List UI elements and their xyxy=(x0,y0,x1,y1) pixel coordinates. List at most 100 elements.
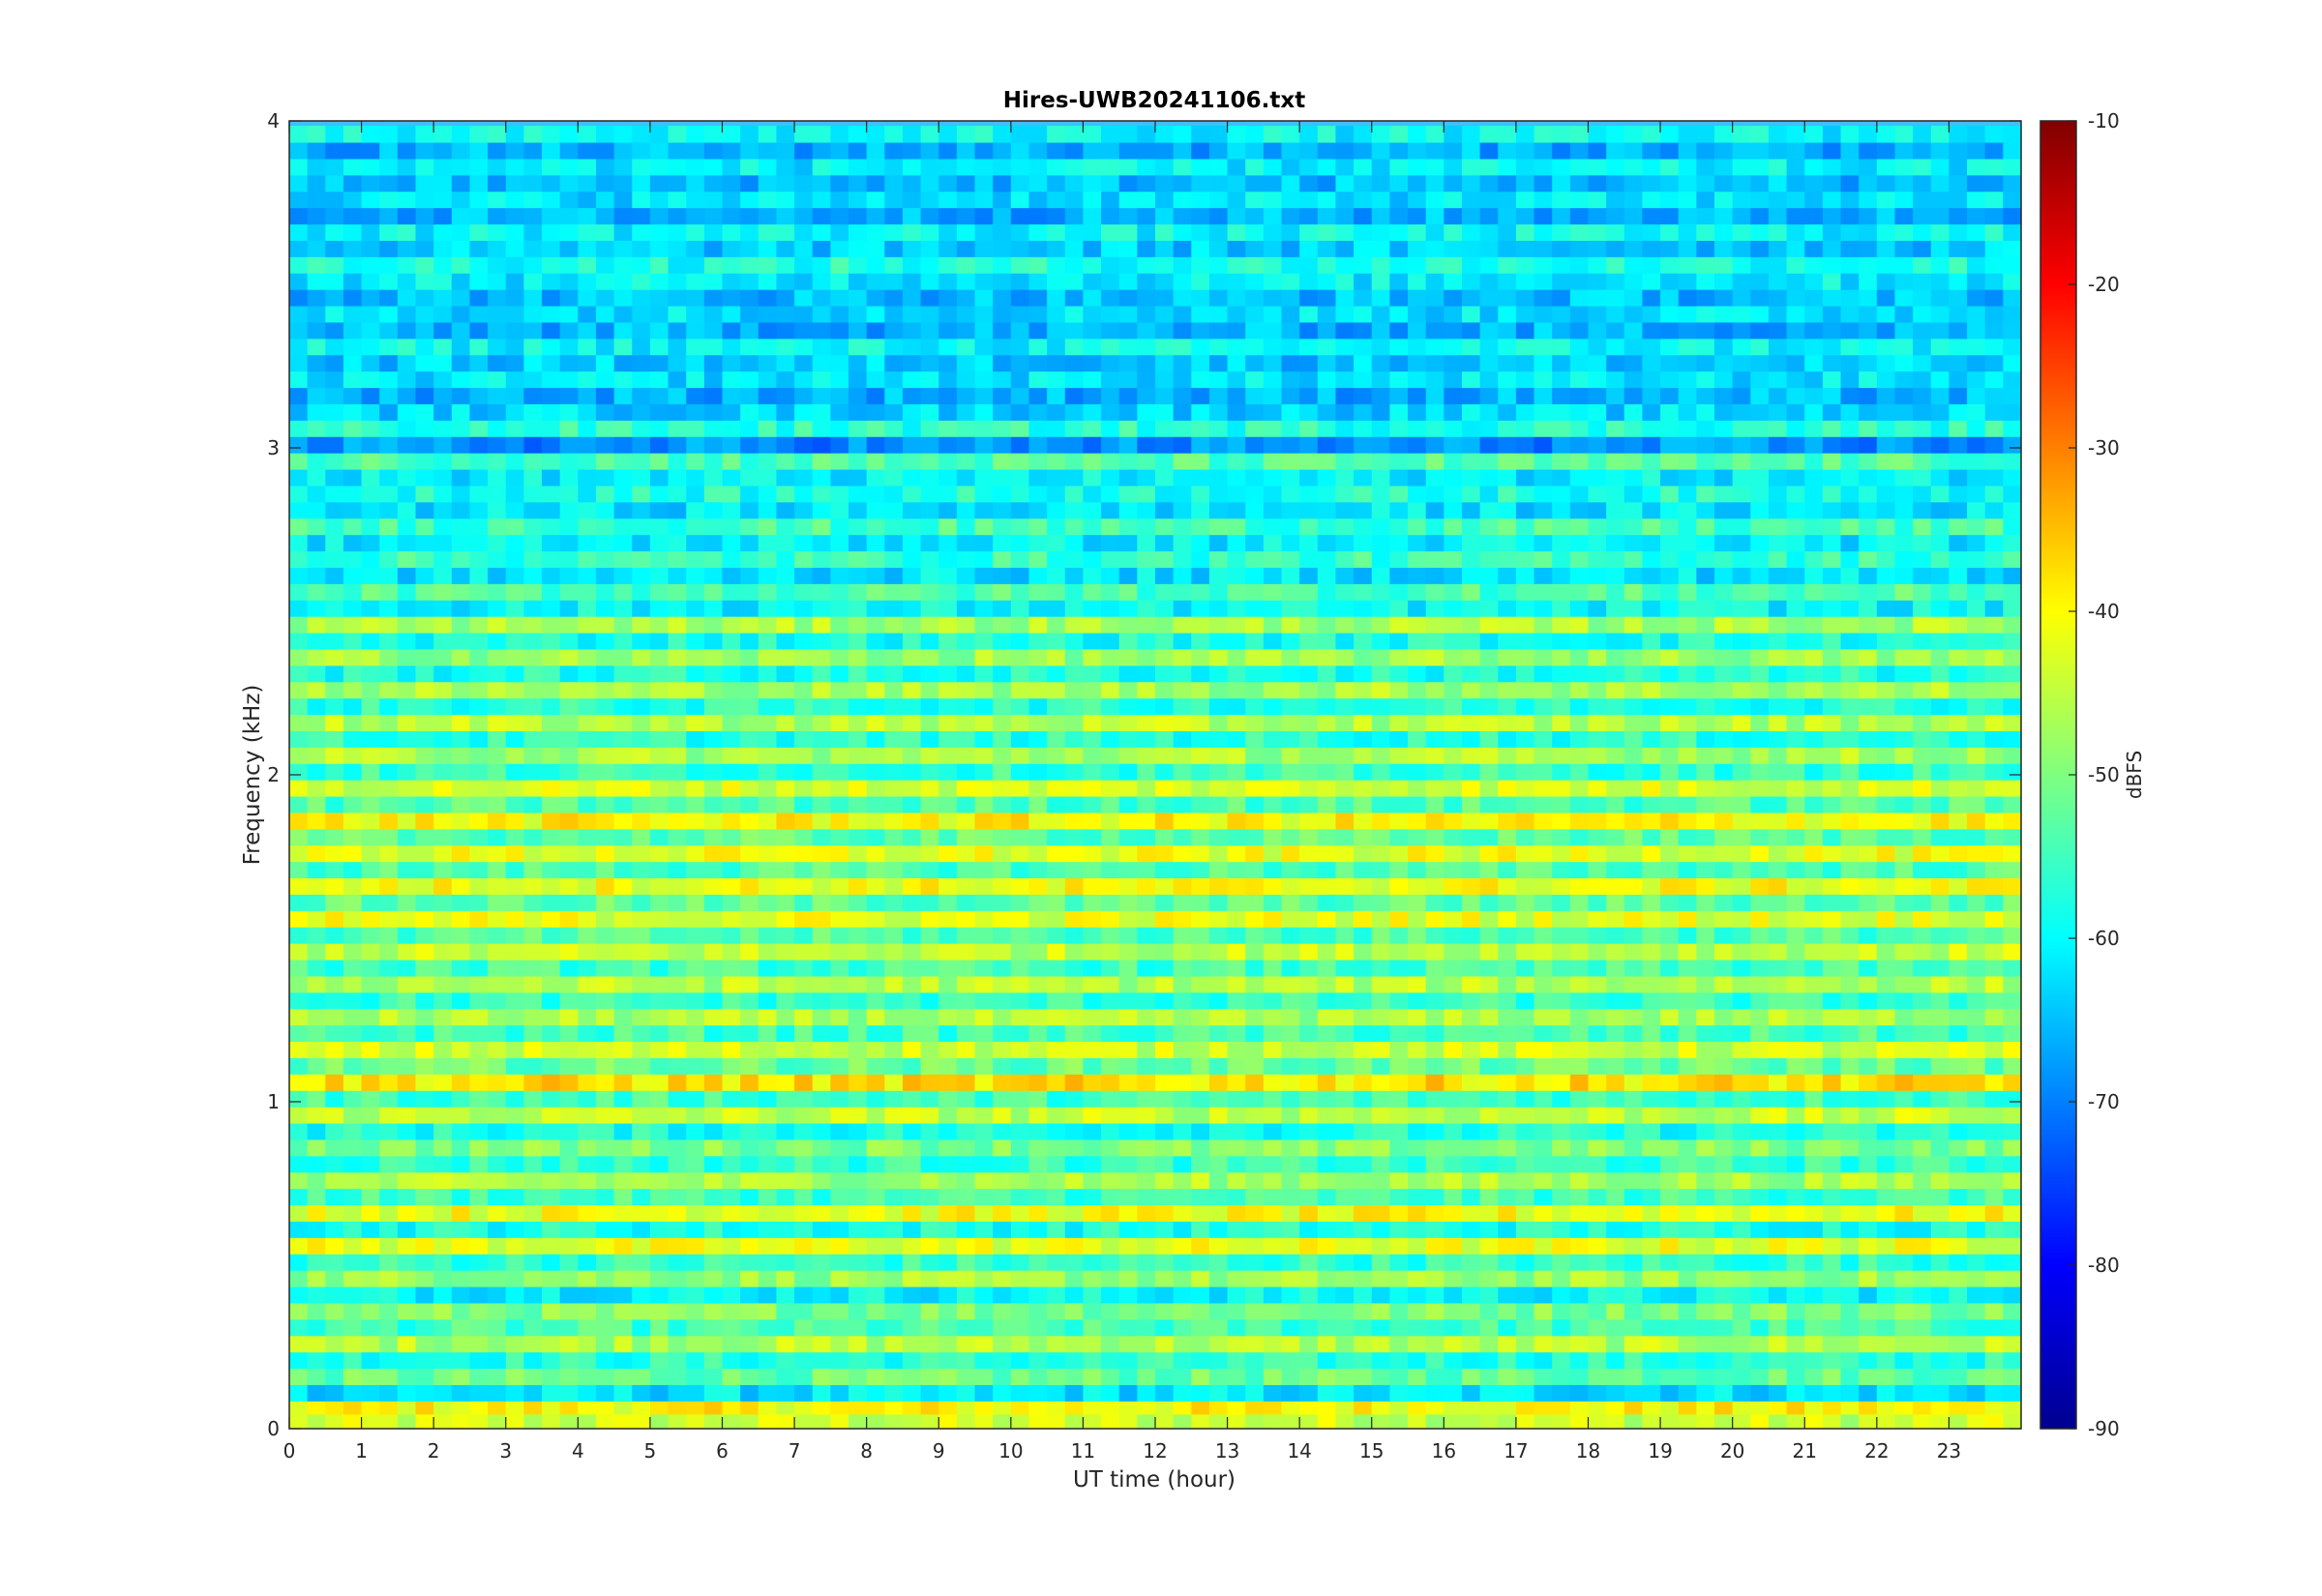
heatmap-cell xyxy=(1533,648,1553,666)
heatmap-cell xyxy=(1876,1171,1896,1190)
heatmap-cell xyxy=(830,681,849,699)
heatmap-cell xyxy=(397,844,417,863)
heatmap-cell xyxy=(542,600,561,617)
heatmap-cell xyxy=(325,567,344,584)
heatmap-cell xyxy=(1894,812,1914,830)
heatmap-cell xyxy=(1155,632,1175,650)
heatmap-cell xyxy=(1335,648,1354,666)
heatmap-cell xyxy=(1118,877,1138,895)
heatmap-cell xyxy=(342,1122,363,1140)
heatmap-cell xyxy=(1118,747,1138,764)
heatmap-cell xyxy=(397,1122,417,1140)
heatmap-cell xyxy=(1859,1351,1878,1370)
heatmap-cell xyxy=(1137,747,1156,764)
heatmap-cell xyxy=(451,991,471,1010)
heatmap-cell xyxy=(1533,616,1553,634)
heatmap-cell xyxy=(613,894,633,911)
heatmap-cell xyxy=(902,1413,922,1430)
heatmap-cell xyxy=(1623,730,1644,748)
heatmap-cell xyxy=(1642,1188,1661,1206)
heatmap-cell xyxy=(1335,927,1354,944)
heatmap-cell xyxy=(1245,1335,1265,1353)
heatmap-cell xyxy=(542,763,561,781)
heatmap-cell xyxy=(1354,600,1373,617)
heatmap-cell xyxy=(613,583,633,601)
heatmap-cell xyxy=(2003,844,2022,863)
heatmap-cell xyxy=(974,1368,994,1385)
heatmap-cell xyxy=(1930,943,1950,961)
heatmap-cell xyxy=(1894,1024,1914,1043)
heatmap-cell xyxy=(1984,894,2004,911)
heatmap-cell xyxy=(1118,1286,1138,1304)
heatmap-cell xyxy=(488,1221,507,1238)
heatmap-cell xyxy=(1750,1286,1770,1304)
heatmap-cell xyxy=(379,1221,399,1238)
heatmap-cell xyxy=(1083,1221,1102,1238)
heatmap-cell xyxy=(668,730,687,748)
heatmap-cell xyxy=(1804,927,1824,944)
heatmap-cell xyxy=(1444,730,1463,748)
heatmap-cell xyxy=(649,812,670,830)
heatmap-cell xyxy=(866,795,885,813)
heatmap-cell xyxy=(613,1074,633,1091)
heatmap-cell xyxy=(1263,861,1283,879)
heatmap-cell xyxy=(722,1204,741,1222)
heatmap-cell xyxy=(1840,747,1860,764)
heatmap-cell xyxy=(1479,1302,1499,1320)
heatmap-cell xyxy=(884,1041,904,1058)
heatmap-cell xyxy=(1750,600,1770,617)
heatmap-cell xyxy=(1498,763,1517,781)
heatmap-cell xyxy=(1660,844,1680,863)
heatmap-cell xyxy=(1227,1254,1246,1271)
heatmap-cell xyxy=(613,1171,633,1190)
heatmap-cell xyxy=(451,812,471,830)
heatmap-cell xyxy=(722,747,741,764)
heatmap-cell xyxy=(830,747,849,764)
heatmap-cell xyxy=(703,959,724,977)
heatmap-cell xyxy=(307,730,326,748)
heatmap-cell xyxy=(1354,1335,1373,1353)
heatmap-cell xyxy=(1155,763,1175,781)
heatmap-cell xyxy=(1208,632,1229,650)
heatmap-cell xyxy=(595,927,615,944)
heatmap-cell xyxy=(488,1008,507,1026)
heatmap-cell xyxy=(578,583,597,601)
heatmap-cell xyxy=(1732,763,1751,781)
heatmap-cell xyxy=(1028,1286,1048,1304)
heatmap-cell xyxy=(956,1041,976,1058)
heatmap-cell xyxy=(1786,1090,1805,1108)
heatmap-cell xyxy=(1768,1138,1788,1157)
heatmap-cell xyxy=(1389,1413,1409,1430)
heatmap-cell xyxy=(1642,1221,1661,1238)
heatmap-cell xyxy=(1588,1024,1607,1043)
heatmap-cell xyxy=(776,1155,795,1173)
heatmap-cell xyxy=(397,730,417,748)
heatmap-cell xyxy=(1371,844,1390,863)
heatmap-cell xyxy=(649,1171,670,1190)
heatmap-cell xyxy=(1010,616,1030,634)
heatmap-cell xyxy=(505,1254,524,1271)
heatmap-cell xyxy=(703,1107,724,1124)
heatmap-cell xyxy=(1245,812,1265,830)
heatmap-cell xyxy=(1173,1008,1192,1026)
heatmap-cell xyxy=(632,1138,651,1157)
heatmap-cell xyxy=(1894,763,1914,781)
heatmap-cell xyxy=(2003,1368,2022,1385)
heatmap-cell xyxy=(1354,1188,1373,1206)
heatmap-cell xyxy=(1533,1351,1553,1370)
heatmap-cell xyxy=(1859,975,1878,993)
heatmap-cell xyxy=(1498,1188,1517,1206)
heatmap-cell xyxy=(613,927,633,944)
heatmap-cell xyxy=(776,1270,795,1287)
heatmap-cell xyxy=(1750,1397,1770,1415)
heatmap-cell xyxy=(758,1270,778,1287)
heatmap-cell xyxy=(993,1318,1012,1337)
heatmap-cell xyxy=(1696,665,1715,683)
heatmap-cell xyxy=(523,1368,543,1385)
heatmap-cell xyxy=(1623,600,1644,617)
heatmap-cell xyxy=(956,1122,976,1140)
heatmap-cell xyxy=(1949,747,1968,764)
heatmap-cell xyxy=(649,697,670,716)
heatmap-cell xyxy=(703,1090,724,1108)
heatmap-cell xyxy=(1263,1122,1283,1140)
